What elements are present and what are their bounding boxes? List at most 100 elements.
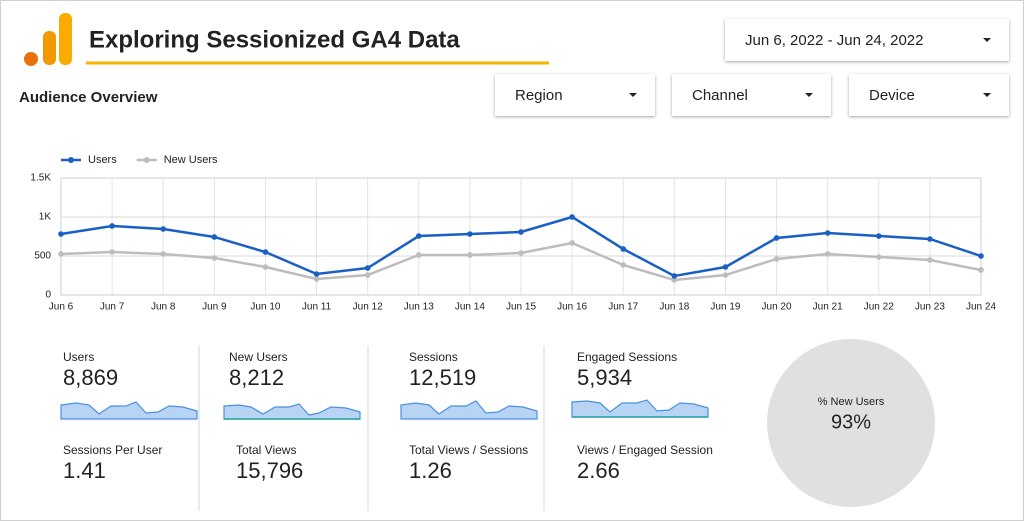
scorecard-label: Views / Engaged Session xyxy=(577,443,713,457)
date-range: Jun 6, 2022 - Jun 24, 2022 xyxy=(745,32,924,49)
data-point xyxy=(569,214,575,220)
y-tick-label: 500 xyxy=(34,251,51,262)
data-point xyxy=(211,234,218,240)
line-chart: Jun 6 Jun 7 Jun 8 Jun 9 Jun 10 Jun 11 Jun 12 Ju… xyxy=(30,154,996,313)
data-point xyxy=(364,265,371,271)
x-tick-label: Jun 7 xyxy=(100,302,125,313)
scorecard-value: 2.66 xyxy=(577,458,620,483)
scorecard-value: 5,934 xyxy=(577,365,632,390)
scorecard-label: Users xyxy=(63,350,94,364)
scorecard-label: Engaged Sessions xyxy=(577,350,677,364)
x-tick-label: Jun 8 xyxy=(151,302,176,313)
x-tick-label: Jun 24 xyxy=(966,302,996,313)
scorecard-label: Total Views xyxy=(236,443,296,457)
data-point xyxy=(824,230,831,236)
legend-dot xyxy=(143,157,150,163)
data-point xyxy=(160,226,167,232)
x-tick-label: Jun 9 xyxy=(202,302,227,313)
x-tick-label: Jun 20 xyxy=(762,302,792,313)
data-point xyxy=(875,233,882,239)
data-point xyxy=(58,231,64,237)
section-title: Audience Overview xyxy=(19,89,158,106)
separators xyxy=(198,346,545,511)
data-point xyxy=(722,272,729,278)
date-range-picker[interactable]: Jun 6, 2022 - Jun 24, 2022 xyxy=(725,19,1009,61)
data-point xyxy=(109,249,115,255)
x-tick-label: Jun 22 xyxy=(864,302,894,313)
x-tick-label: Jun 23 xyxy=(915,302,945,313)
legend-label: Users xyxy=(88,154,117,166)
filter-dropdown[interactable]: Device xyxy=(849,74,1009,116)
data-point xyxy=(620,246,627,252)
data-point xyxy=(875,254,882,260)
data-point xyxy=(671,273,678,279)
scorecard-value: 1.26 xyxy=(409,458,452,483)
data-point xyxy=(773,256,780,262)
filter-dropdown[interactable]: Region xyxy=(495,74,655,116)
data-point xyxy=(620,262,627,268)
data-point xyxy=(467,231,473,237)
legend-label: New Users xyxy=(164,154,218,166)
gauge-label: % New Users xyxy=(818,396,885,408)
gauge-value: 93% xyxy=(831,411,871,433)
data-point xyxy=(927,257,933,263)
scorecard-label: Total Views / Sessions xyxy=(409,443,528,457)
filter-dropdown[interactable]: Channel xyxy=(672,74,831,116)
data-point xyxy=(415,252,422,258)
logo xyxy=(24,13,72,66)
x-tick-label: Jun 6 xyxy=(49,302,74,313)
filter-label: Channel xyxy=(692,87,748,104)
scorecard-value: 15,796 xyxy=(236,458,303,483)
data-point xyxy=(313,276,320,282)
x-tick-label: Jun 17 xyxy=(608,302,638,313)
data-point xyxy=(58,251,64,257)
data-point xyxy=(978,253,984,259)
data-point xyxy=(518,250,524,256)
data-point xyxy=(211,255,218,261)
sparklines xyxy=(60,399,709,420)
scorecard-value: 1.41 xyxy=(63,458,106,483)
y-tick-label: 1K xyxy=(39,212,52,223)
data-point xyxy=(415,233,422,239)
x-tick-label: Jun 15 xyxy=(506,302,536,313)
data-point xyxy=(671,277,678,283)
x-tick-label: Jun 18 xyxy=(659,302,689,313)
scorecard-value: 8,212 xyxy=(229,365,284,390)
data-point xyxy=(978,267,984,273)
data-point xyxy=(569,240,575,246)
scorecard-value: 8,869 xyxy=(63,365,118,390)
x-tick-label: Jun 10 xyxy=(250,302,280,313)
scorecard-label: New Users xyxy=(229,350,288,364)
filter-label: Region xyxy=(515,87,563,104)
x-tick-label: Jun 19 xyxy=(710,302,740,313)
data-point xyxy=(313,271,320,277)
filter-label: Device xyxy=(869,87,915,104)
x-tick-label: Jun 21 xyxy=(813,302,843,313)
scorecard-label: Sessions Per User xyxy=(63,443,162,457)
scorecard-value: 12,519 xyxy=(409,365,476,390)
dashboard-title: Exploring Sessionized GA4 Data xyxy=(89,26,460,53)
data-point xyxy=(773,235,780,241)
data-point xyxy=(262,249,269,255)
y-tick-label: 0 xyxy=(45,290,51,301)
x-tick-label: Jun 13 xyxy=(404,302,434,313)
data-point xyxy=(722,264,729,270)
data-point xyxy=(262,264,269,270)
data-point xyxy=(467,252,473,258)
x-tick-label: Jun 11 xyxy=(302,302,332,313)
data-point xyxy=(824,251,831,257)
gauge-circle xyxy=(767,339,935,507)
x-tick-label: Jun 12 xyxy=(353,302,383,313)
data-point xyxy=(109,223,115,229)
x-tick-label: Jun 14 xyxy=(455,302,485,313)
x-tick-label: Jun 16 xyxy=(557,302,587,313)
scorecard-label: Sessions xyxy=(409,350,458,364)
data-point xyxy=(518,229,524,235)
legend-dot xyxy=(68,157,74,163)
y-tick-label: 1.5K xyxy=(30,173,51,184)
data-point xyxy=(364,272,371,278)
data-point xyxy=(927,236,933,242)
